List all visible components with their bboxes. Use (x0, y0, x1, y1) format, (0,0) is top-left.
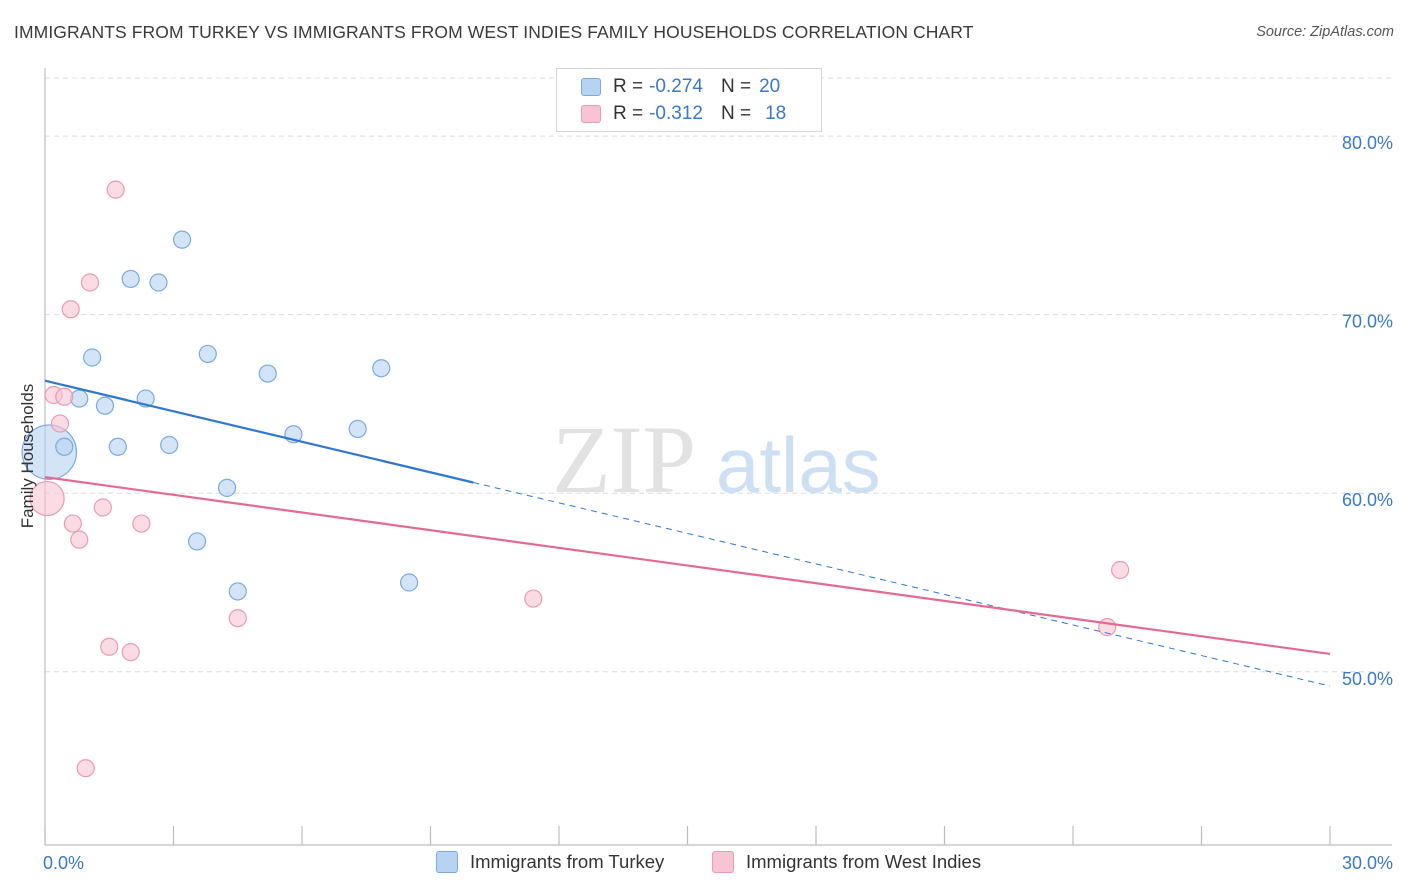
legend-r-label: R = (613, 103, 644, 124)
series-swatch-turkey (436, 851, 458, 873)
y-axis-label: Family Households (18, 383, 37, 529)
legend-n-label: N = (720, 76, 752, 97)
turkey-point (217, 478, 237, 497)
y-tick-label: 80.0% (1342, 133, 1393, 153)
series-label-turkey: Immigrants from Turkey (470, 851, 665, 872)
turkey-point (121, 269, 140, 289)
legend-swatch-turkey (581, 78, 601, 96)
series-swatch-westindies (712, 851, 734, 873)
correlation-legend: R = -0.274 N = 20 R = -0.312 N = 18 (556, 68, 822, 132)
turkey-point (198, 344, 217, 364)
turkey-point (187, 532, 207, 551)
westindies-point (524, 589, 543, 608)
y-tick-label: 70.0% (1342, 312, 1393, 332)
turkey-point (228, 582, 247, 601)
westindies-point (70, 530, 89, 549)
legend-n-label: N = (720, 103, 752, 124)
westindies-point (50, 414, 70, 433)
westindies-point (76, 759, 95, 778)
westindies-point (100, 637, 119, 656)
turkey-point (258, 364, 277, 383)
turkey-point (172, 230, 192, 249)
turkey-point (70, 389, 89, 408)
turkey-point (160, 435, 179, 455)
y-tick-label: 60.0% (1342, 490, 1393, 510)
turkey-trend-extension (473, 482, 1331, 687)
watermark-atlas: atlas (716, 421, 881, 509)
westindies-point (132, 514, 151, 533)
source-label: Source: ZipAtlas.com (1256, 24, 1394, 40)
westindies-point (80, 273, 100, 292)
turkey-point (108, 437, 127, 456)
turkey-point (83, 348, 102, 367)
series-legend-westindies[interactable]: Immigrants from West Indies (712, 851, 981, 873)
legend-r-value-turkey: -0.274 (649, 76, 703, 97)
legend-swatch-westindies (581, 105, 601, 123)
series-label-westindies: Immigrants from West Indies (746, 851, 982, 872)
legend-row-turkey: R = -0.274 N = 20 (581, 74, 780, 100)
watermark-zip: ZIP (552, 406, 696, 513)
westindies-point (29, 480, 65, 517)
chart-title: IMMIGRANTS FROM TURKEY VS IMMIGRANTS FRO… (14, 22, 974, 42)
westindies-point (63, 514, 82, 533)
legend-r-value-westindies: -0.312 (649, 103, 703, 124)
series-legend-turkey[interactable]: Immigrants from Turkey (436, 851, 664, 873)
turkey-point (399, 573, 419, 592)
legend-n-value-westindies: 18 (765, 103, 787, 124)
legend-r-label: R = (613, 76, 644, 97)
westindies-point (55, 387, 74, 406)
westindies-point (61, 300, 80, 319)
turkey-point (149, 273, 168, 292)
y-tick-label: 50.0% (1342, 669, 1393, 689)
legend-n-value-turkey: 20 (759, 76, 781, 97)
x-tick-label: 30.0% (1342, 853, 1393, 873)
westindies-point (1111, 560, 1130, 580)
turkey-point (372, 359, 391, 378)
x-tick-label: 0.0% (43, 853, 84, 873)
westindies-point (228, 609, 247, 628)
westindies-point (93, 498, 112, 517)
turkey-point (348, 419, 367, 439)
legend-row-westindies: R = -0.312 N = 18 (581, 101, 786, 127)
turkey-trend-line (44, 379, 474, 484)
turkey-point (95, 396, 115, 415)
westindies-point (121, 643, 140, 662)
turkey-point (55, 437, 74, 456)
westindies-trend-line (44, 476, 1331, 656)
westindies-point (106, 180, 125, 199)
